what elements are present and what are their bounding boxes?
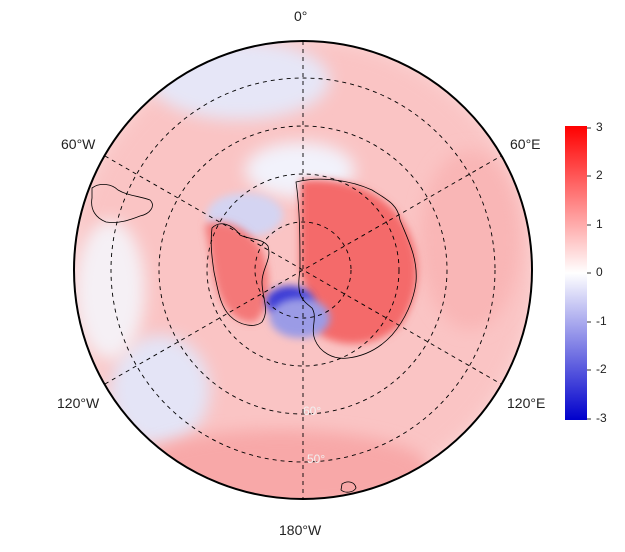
colorbar xyxy=(565,126,587,420)
south-america-coast xyxy=(91,184,153,223)
peninsula-coast xyxy=(210,223,270,326)
label-120e: 120°E xyxy=(507,395,546,411)
colorbar-tick-label: -2 xyxy=(596,362,607,376)
colorbar-ticks xyxy=(587,127,591,420)
colorbar-tick-label: 3 xyxy=(596,120,603,134)
colorbar-tick-label: 1 xyxy=(596,217,603,231)
latitude-label-50: 50° xyxy=(307,452,326,466)
label-60e: 60°E xyxy=(510,136,541,152)
coastlines xyxy=(91,178,417,493)
antarctica-coast xyxy=(295,178,417,359)
label-120w: 120°W xyxy=(57,395,100,411)
east-antarctica-anomaly xyxy=(300,179,418,344)
label-180w: 180°W xyxy=(279,522,322,538)
latitude-label-60: 60° xyxy=(303,404,322,418)
peninsula-anomaly xyxy=(205,221,269,323)
new-zealand-coast xyxy=(340,481,357,493)
colorbar-tick-label: -3 xyxy=(596,411,607,425)
colorbar-tick-label: 0 xyxy=(596,265,603,279)
colorbar-tick-label: 2 xyxy=(596,168,603,182)
graticule xyxy=(104,41,502,499)
label-60w: 60°W xyxy=(61,136,96,152)
label-0: 0° xyxy=(294,8,308,24)
colorbar-tick-label: -1 xyxy=(596,314,607,328)
map-border xyxy=(73,40,533,500)
